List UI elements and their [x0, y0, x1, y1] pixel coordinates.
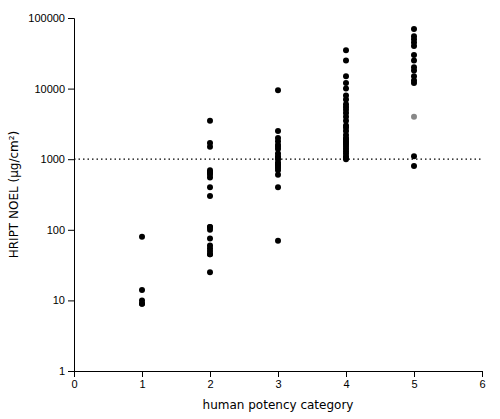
- point: [411, 114, 417, 120]
- point: [139, 234, 145, 240]
- point: [207, 118, 213, 124]
- y-tick-label: 10000: [34, 83, 65, 95]
- plot: 0123456110100100010000100000human potenc…: [7, 12, 486, 412]
- y-tick-mark: [68, 159, 74, 160]
- y-tick-label: 100: [47, 224, 65, 236]
- point: [411, 163, 417, 169]
- y-tick: 10: [53, 294, 74, 306]
- y-tick: 100: [47, 224, 74, 236]
- x-tick-mark: [414, 371, 415, 377]
- y-tick-label: 100000: [28, 12, 65, 24]
- point: [207, 193, 213, 199]
- point: [411, 43, 417, 49]
- x-tick-mark: [482, 371, 483, 377]
- point: [411, 26, 417, 32]
- x-tick-label: 4: [343, 378, 349, 390]
- x-tick-mark: [210, 371, 211, 377]
- point: [139, 301, 145, 307]
- point: [275, 87, 281, 93]
- point: [343, 58, 349, 64]
- point: [207, 175, 213, 181]
- point: [411, 153, 417, 159]
- point: [275, 128, 281, 134]
- y-tick: 100000: [28, 12, 74, 24]
- point: [207, 269, 213, 275]
- point: [207, 184, 213, 190]
- y-tick-mark: [68, 371, 74, 372]
- x-tick-label: 2: [207, 378, 213, 390]
- y-tick-label: 1: [59, 365, 65, 377]
- y-axis-title: HRIPT NOEL (µg/cm²): [7, 131, 21, 259]
- y-axis: 1 10 100 1000 10000 100000: [28, 12, 74, 377]
- x-tick-mark: [278, 371, 279, 377]
- y-tick: 1: [59, 365, 74, 377]
- y-tick-label: 1000: [41, 153, 65, 165]
- x-tick-mark: [142, 371, 143, 377]
- y-tick-mark: [68, 89, 74, 90]
- point: [139, 287, 145, 293]
- y-tick: 1000: [41, 153, 74, 165]
- point: [207, 227, 213, 233]
- point: [343, 80, 349, 86]
- x-tick: 0: [71, 371, 77, 390]
- x-tick: 2: [207, 371, 213, 390]
- x-tick: 5: [411, 371, 417, 390]
- y-tick-mark: [68, 300, 74, 301]
- point: [207, 236, 213, 242]
- y-tick-mark: [68, 18, 74, 19]
- x-tick: 1: [139, 371, 145, 390]
- x-axis-line: [75, 372, 483, 378]
- point: [207, 251, 213, 257]
- point: [411, 58, 417, 64]
- x-tick: 3: [275, 371, 281, 390]
- x-axis: 0 1 2 3 4 5 6: [71, 371, 485, 390]
- marks: [74, 26, 482, 307]
- point: [343, 156, 349, 162]
- x-tick-label: 6: [479, 378, 485, 390]
- point: [343, 73, 349, 79]
- y-tick: 10000: [34, 83, 74, 95]
- y-tick-mark: [68, 230, 74, 231]
- x-tick: 4: [343, 371, 349, 390]
- point: [411, 68, 417, 74]
- point: [275, 184, 281, 190]
- point: [139, 301, 145, 307]
- x-tick-label: 3: [275, 378, 281, 390]
- chart: 0123456110100100010000100000human potenc…: [0, 0, 500, 419]
- point: [275, 238, 281, 244]
- x-tick-label: 0: [71, 378, 77, 390]
- x-tick-label: 1: [139, 378, 145, 390]
- x-tick-label: 5: [411, 378, 417, 390]
- x-tick-mark: [346, 371, 347, 377]
- point: [207, 144, 213, 150]
- point: [411, 52, 417, 58]
- x-axis-title: human potency category: [203, 398, 354, 412]
- point: [411, 80, 417, 86]
- point: [207, 251, 213, 257]
- point: [343, 47, 349, 53]
- x-tick: 6: [479, 371, 485, 390]
- point: [275, 172, 281, 178]
- y-tick-label: 10: [53, 294, 65, 306]
- point: [343, 86, 349, 92]
- y-axis-line: [68, 19, 75, 372]
